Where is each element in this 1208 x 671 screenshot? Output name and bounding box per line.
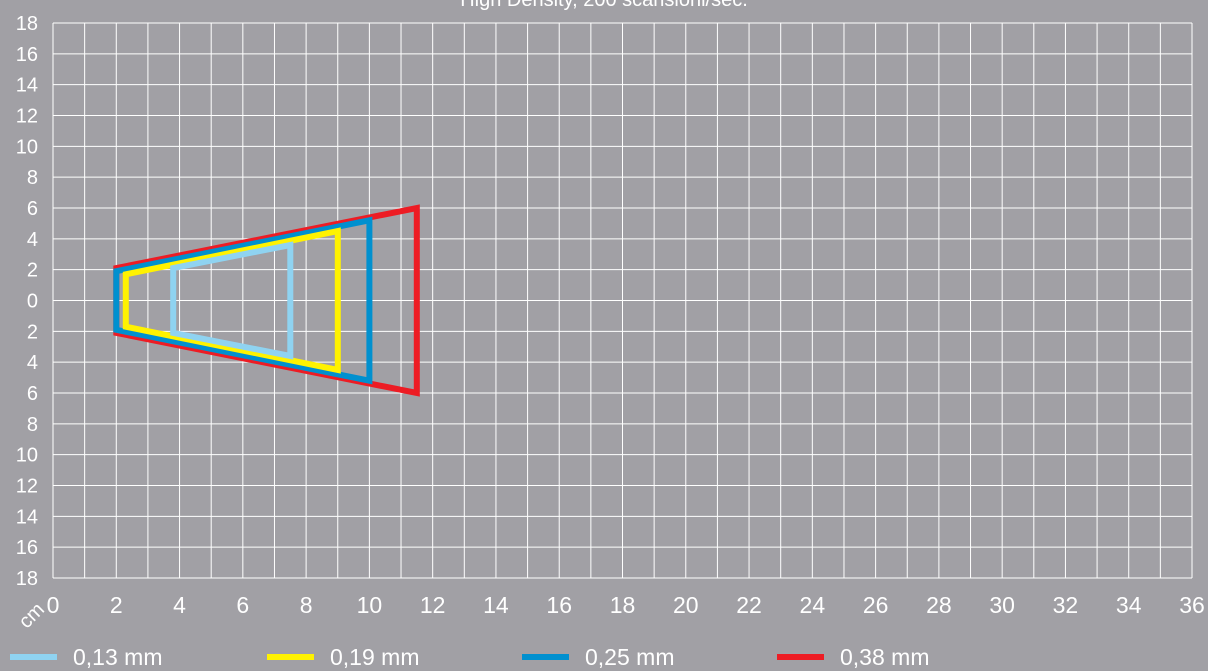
x-tick-label: 24 (800, 592, 826, 618)
x-tick-label: 12 (420, 592, 446, 618)
x-tick-label: 0 (47, 592, 60, 618)
y-tick-label: 4 (27, 352, 38, 374)
x-tick-label: 32 (1053, 592, 1079, 618)
legend-label-2: 0,25 mm (585, 644, 675, 670)
x-tick-label: 22 (736, 592, 762, 618)
legend-label-3: 0,38 mm (840, 644, 930, 670)
y-tick-labels: 18 16 14 12 10 8 6 4 2 0 2 4 6 8 10 12 14 16 18 (16, 13, 38, 590)
legend: 0,13 mm 0,19 mm 0,25 mm 0,38 mm (0, 637, 1208, 671)
x-tick-label: 16 (546, 592, 572, 618)
y-tick-label: 2 (27, 321, 38, 343)
x-tick-label: 2 (110, 592, 123, 618)
legend-label-1: 0,19 mm (330, 644, 420, 670)
x-tick-label: 8 (300, 592, 313, 618)
x-tick-label: 10 (357, 592, 383, 618)
x-tick-label: 20 (673, 592, 699, 618)
legend-swatch-3 (777, 654, 824, 660)
x-tick-label: 28 (926, 592, 952, 618)
y-tick-label: 6 (27, 383, 38, 405)
x-tick-label: 30 (989, 592, 1015, 618)
y-tick-label: 18 (16, 13, 38, 35)
x-tick-label: 14 (483, 592, 509, 618)
x-tick-label: 34 (1116, 592, 1142, 618)
x-tick-label: 6 (236, 592, 249, 618)
x-tick-labels: 0 2 4 6 8 10 12 14 16 18 20 22 24 26 28 30 32 34 36 (47, 592, 1205, 618)
x-tick-label: 26 (863, 592, 889, 618)
series-zone-0 (170, 241, 294, 360)
y-tick-label: 12 (16, 106, 38, 128)
legend-swatch-1 (267, 654, 314, 660)
y-tick-label: 14 (16, 75, 38, 97)
y-tick-label: 0 (27, 291, 38, 313)
x-tick-label: 36 (1179, 592, 1205, 618)
legend-label-0: 0,13 mm (73, 644, 163, 670)
series-zone-1 (122, 227, 341, 374)
series-zone-2 (113, 216, 373, 385)
y-tick-label: 4 (27, 229, 38, 251)
y-tick-label: 10 (16, 136, 38, 158)
y-tick-label: 10 (16, 445, 38, 467)
legend-swatch-2 (522, 654, 569, 660)
y-tick-label: 8 (27, 414, 38, 436)
y-tick-label: 12 (16, 476, 38, 498)
y-tick-label: 2 (27, 260, 38, 282)
grid (52, 22, 1193, 579)
x-tick-label: 4 (173, 592, 186, 618)
x-tick-label: 18 (610, 592, 636, 618)
legend-swatch-0 (10, 654, 57, 660)
chart-title: High Density, 200 scansioni/sec. (460, 0, 748, 11)
unit-label: cm (15, 599, 49, 633)
y-tick-label: 16 (16, 44, 38, 66)
y-tick-label: 8 (27, 167, 38, 189)
y-tick-label: 18 (16, 568, 38, 590)
y-tick-label: 14 (16, 506, 38, 528)
y-tick-label: 16 (16, 537, 38, 559)
y-tick-label: 6 (27, 198, 38, 220)
series-group (113, 204, 420, 397)
